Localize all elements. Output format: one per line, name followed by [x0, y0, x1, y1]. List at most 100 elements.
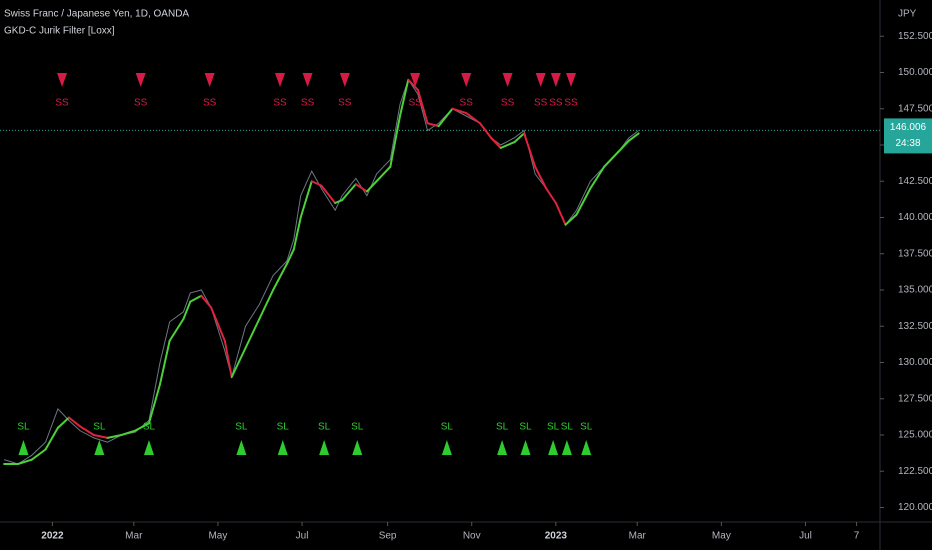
long-signal-label: SL	[93, 422, 106, 433]
long-signal	[441, 440, 452, 455]
short-signal-label: SS	[134, 98, 148, 109]
long-signal-label: SL	[580, 422, 593, 433]
short-signal-label: SS	[460, 98, 474, 109]
short-signal-label: SS	[564, 98, 578, 109]
filter-segment	[230, 347, 247, 378]
filter-segment	[258, 289, 275, 320]
filter-segment	[365, 180, 378, 193]
filter-segment	[292, 216, 302, 251]
long-signal	[548, 440, 559, 455]
filter-segment	[499, 141, 516, 149]
long-signal-label: SL	[318, 422, 331, 433]
short-signal-label: SS	[338, 98, 352, 109]
y-tick-label: 130.000	[898, 357, 932, 368]
short-signal-label: SS	[301, 98, 315, 109]
filter-segment	[320, 184, 337, 204]
long-signal	[352, 440, 363, 455]
long-signal-label: SL	[561, 422, 574, 433]
filter-segment	[437, 107, 454, 128]
filter-segment	[399, 78, 410, 117]
filter-segment	[416, 88, 429, 125]
x-tick-label: Jul	[799, 531, 812, 542]
short-signal-label: SS	[501, 98, 515, 109]
filter-segment	[56, 416, 70, 429]
filter-segment	[627, 132, 640, 142]
y-tick-label: 132.500	[898, 321, 932, 332]
long-signal-label: SL	[547, 422, 560, 433]
x-tick-label: 2023	[545, 531, 568, 542]
long-signal-label: SL	[277, 422, 290, 433]
long-signal-label: SL	[351, 422, 364, 433]
y-tick-label: 125.000	[898, 430, 932, 441]
filter-segment	[334, 199, 344, 204]
long-signal	[236, 440, 247, 455]
filter-segment	[106, 434, 123, 439]
short-signal	[566, 73, 577, 87]
filter-segment	[589, 165, 606, 190]
short-signal	[204, 73, 215, 87]
last-price-badge	[884, 118, 932, 154]
short-signal-label: SS	[55, 98, 69, 109]
x-tick-label: Mar	[125, 531, 143, 542]
countdown-label: 24:38	[895, 138, 920, 149]
filter-segment	[534, 165, 548, 190]
filter-segment	[120, 429, 137, 436]
filter-segment	[168, 318, 185, 342]
filter-segment	[426, 122, 440, 128]
filter-segment	[490, 136, 502, 149]
filter-segment	[299, 180, 313, 219]
filter-segment	[341, 183, 357, 202]
indicator-name: GKD-C Jurik Filter [Loxx]	[4, 26, 115, 37]
long-signal	[18, 440, 29, 455]
x-tick-label: Nov	[463, 531, 481, 542]
filter-segment	[389, 115, 401, 168]
filter-segment	[92, 434, 109, 439]
short-signal-label: SS	[549, 98, 563, 109]
filter-segment	[310, 180, 323, 187]
x-tick-label: May	[712, 531, 731, 542]
long-signal-label: SL	[441, 422, 454, 433]
filter-segment	[616, 139, 630, 154]
filter-segment	[182, 300, 192, 320]
filter-segment	[79, 425, 95, 436]
filter-segment	[159, 339, 171, 386]
filter-segment	[67, 416, 81, 428]
y-tick-label: 147.500	[898, 103, 932, 114]
filter-segment	[465, 112, 481, 125]
short-signal	[461, 73, 472, 87]
x-tick-label: Sep	[379, 531, 397, 542]
filter-segment	[354, 183, 368, 193]
filter-segment	[223, 339, 233, 378]
chart-title: Swiss Franc / Japanese Yen, 1D, OANDA	[4, 9, 189, 20]
short-signal	[302, 73, 313, 87]
long-signal	[561, 440, 572, 455]
filter-segment	[451, 107, 468, 115]
filter-segment	[523, 132, 537, 168]
long-signal	[520, 440, 531, 455]
short-signal	[535, 73, 546, 87]
short-signal	[339, 73, 350, 87]
long-signal	[94, 440, 105, 455]
last-price-label: 146.006	[890, 122, 927, 133]
filter-segment	[513, 132, 526, 144]
short-signal	[502, 73, 513, 87]
filter-segment	[134, 422, 150, 432]
y-tick-label: 150.000	[898, 67, 932, 78]
y-tick-label: 137.500	[898, 248, 932, 259]
filter-segment	[545, 187, 557, 204]
filter-segment	[16, 458, 33, 465]
filter-segment	[30, 448, 47, 461]
short-signal-label: SS	[273, 98, 287, 109]
filter-segment	[189, 294, 203, 303]
x-tick-label: Mar	[629, 531, 647, 542]
long-signal	[497, 440, 508, 455]
long-signal-label: SL	[235, 422, 248, 433]
long-signal	[581, 440, 592, 455]
long-signal	[319, 440, 330, 455]
filter-segment	[564, 213, 578, 226]
filter-segment	[44, 426, 59, 451]
short-signal-label: SS	[534, 98, 548, 109]
short-signal	[275, 73, 285, 87]
y-tick-label: 122.500	[898, 466, 932, 477]
filter-segment	[479, 122, 493, 139]
